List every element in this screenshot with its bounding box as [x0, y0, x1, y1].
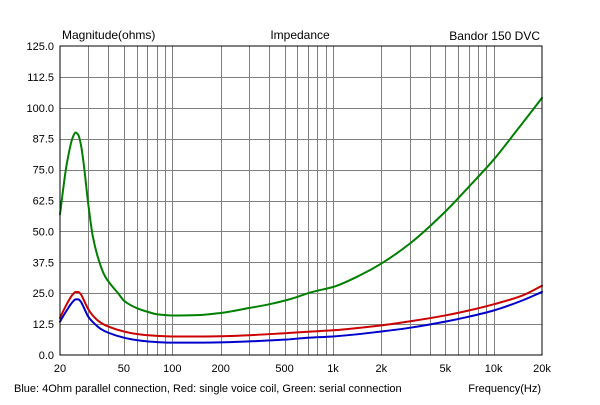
y-tick-label: 125.0 [26, 41, 54, 53]
series-line-red [59, 284, 543, 338]
y-tick-label: 50.0 [33, 226, 54, 238]
legend-caption: Blue: 4Ohm parallel connection, Red: sin… [14, 383, 402, 395]
y-tick-label: 112.5 [27, 72, 54, 84]
y-tick-label: 25.0 [33, 288, 54, 300]
x-tick-label: 10k [485, 363, 503, 375]
series-layer [59, 96, 543, 344]
grid-layer [60, 46, 542, 355]
y-tick-label: 87.5 [33, 134, 54, 146]
x-tick-label: 20k [533, 363, 551, 375]
x-tick-label: 2k [375, 363, 387, 375]
x-tick-label: 50 [118, 363, 130, 375]
model-label: Bandor 150 DVC [449, 29, 540, 43]
series-line-blue [59, 290, 543, 344]
x-tick-label: 1k [327, 363, 339, 375]
x-tick-label: 200 [212, 363, 230, 375]
plot-frame [59, 45, 543, 356]
x-tick-label: 500 [275, 363, 293, 375]
x-axis-label: Frequency(Hz) [468, 383, 541, 395]
x-tick-label: 100 [163, 363, 181, 375]
chart-title: Impedance [270, 28, 330, 42]
y-tick-label: 12.5 [33, 319, 54, 331]
y-tick-label: 0.0 [39, 350, 54, 362]
x-tick-label: 20 [54, 363, 66, 375]
y-tick-label: 37.5 [33, 257, 54, 269]
tick-labels: 20 50 100 200 500 1k 2k 5k 10k 20k 0.0 12.5 25.0 37.5… [26, 41, 551, 375]
series-line-green [59, 96, 543, 317]
y-tick-label: 100.0 [26, 103, 54, 115]
y-axis-label: Magnitude(ohms) [62, 28, 155, 42]
x-tick-label: 5k [439, 363, 451, 375]
y-tick-label: 75.0 [33, 165, 54, 177]
y-tick-label: 62.5 [33, 196, 54, 208]
